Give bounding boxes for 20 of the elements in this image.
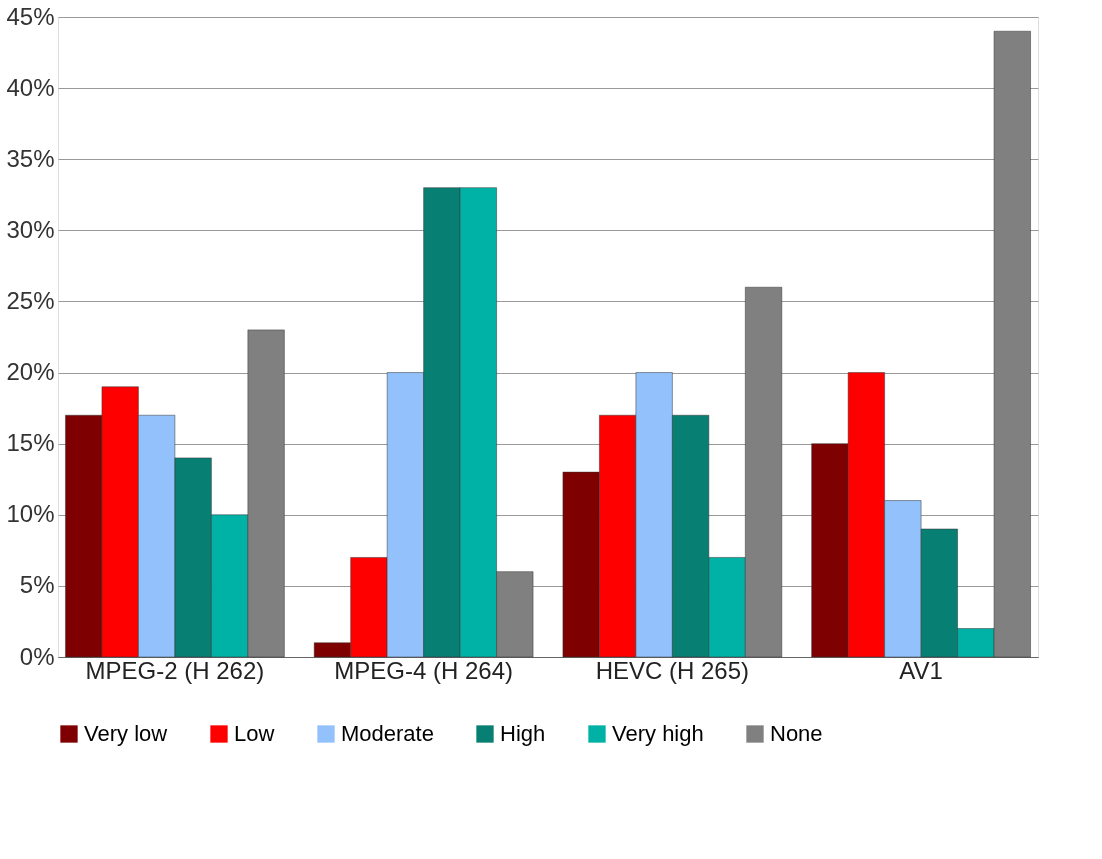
y-tick-label: 45% [6,2,55,30]
x-tick-label: AV1 [899,656,943,684]
x-tick-label: MPEG-4 (H 264) [334,656,513,684]
x-tick-label: MPEG-2 (H 262) [85,656,265,684]
legend-label: Very low [84,721,168,746]
y-tick-label: 35% [6,144,55,172]
y-tick-label: 30% [6,215,55,243]
y-tick-label: 25% [6,286,55,314]
x-tick-label: HEVC (H 265) [595,656,750,684]
legend-label: Moderate [341,721,434,746]
y-tick-label: 15% [6,429,55,457]
y-tick-label: 5% [19,571,55,599]
legend-label: Very high [612,721,704,746]
y-tick-label: 10% [6,500,55,528]
legend-label: High [500,721,546,746]
legend-label: None [770,721,823,746]
y-tick-label: 20% [6,358,55,386]
y-tick-label: 0% [19,642,55,670]
y-tick-label: 40% [6,73,55,101]
legend-label: Low [234,721,275,746]
